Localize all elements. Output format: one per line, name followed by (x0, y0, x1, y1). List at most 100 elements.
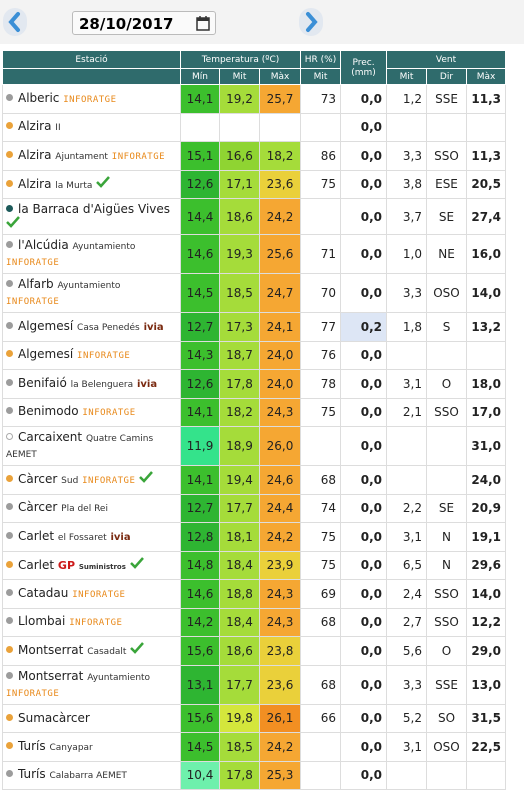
value-cell: 0,0 (340, 397, 387, 427)
value-cell: 0,0 (340, 732, 387, 762)
verified-check (6, 216, 20, 228)
value-cell: 18,0 (466, 369, 506, 399)
value-cell: 13,2 (466, 312, 506, 342)
value-cell: SE (426, 493, 467, 523)
value-cell (426, 340, 467, 370)
station-row: Montserrat Ayuntamiento INFORATGE 13,1 17… (2, 664, 506, 705)
value-cell: 27,4 (466, 198, 506, 235)
toolbar: 28/10/2017 (0, 0, 524, 44)
value-cell: 0,0 (340, 141, 387, 171)
value-cell: 14,5 (180, 273, 220, 313)
value-cell: SSO (426, 607, 467, 637)
value-cell: 75 (300, 550, 341, 580)
status-dot (6, 321, 13, 329)
value-cell: 19,3 (219, 234, 260, 274)
station-cell: Turís Canyapar (2, 732, 181, 762)
value-cell: 1,2 (386, 84, 427, 114)
station-name: Algemesí (18, 318, 74, 333)
station-small: Canyapar (49, 742, 93, 753)
value-cell: 0,0 (340, 664, 387, 705)
station-name: la Barraca d'Aigües Vives (18, 202, 171, 216)
station-inforatge: INFORATGE (77, 351, 131, 362)
value-cell: 14,0 (466, 579, 506, 609)
value-cell: NE (426, 234, 467, 274)
status-dot (6, 531, 13, 539)
status-dot (6, 407, 13, 415)
value-cell: N (426, 550, 467, 580)
station-row: Alzira Ajuntament INFORATGE 15,1 16,6 18,2… (2, 141, 506, 171)
station-name: Turís (18, 767, 46, 782)
station-small: Ajuntament (55, 151, 108, 162)
station-row: Catadau INFORATGE 14,6 18,8 24,3 69 0,0 2,4 SS… (2, 579, 506, 609)
prev-icon (8, 12, 20, 32)
value-cell: 0,0 (340, 465, 387, 495)
value-cell: 15,6 (180, 703, 220, 733)
prev-day-button[interactable] (3, 8, 27, 36)
value-cell: 73 (300, 84, 341, 114)
header-subcell: Màx (466, 68, 506, 85)
station-row: Turís Calabarra AEMET 10,4 17,8 25,3 0,0 (2, 760, 506, 790)
value-cell: 0,0 (340, 369, 387, 399)
header-cell: Prec. (mm) (340, 50, 387, 85)
station-cell: la Barraca d'Aigües Vives (2, 198, 181, 235)
value-cell: 14,3 (180, 340, 220, 370)
value-cell: 17,7 (219, 493, 260, 523)
verified-check (129, 556, 144, 569)
value-cell: 24,4 (259, 493, 301, 523)
value-cell: 3,7 (386, 198, 427, 235)
value-cell: 0,0 (340, 550, 387, 580)
station-row: Alberic INFORATGE 14,1 19,2 25,7 73 0,0 1,2 SS… (2, 84, 506, 114)
value-cell (300, 426, 341, 466)
status-dot (6, 588, 13, 596)
value-cell: 24,0 (466, 465, 506, 495)
value-cell: 14,1 (180, 84, 220, 114)
value-cell (386, 465, 427, 495)
value-cell: 19,8 (219, 703, 260, 733)
calendar-icon[interactable] (196, 16, 210, 31)
value-cell: 86 (300, 141, 341, 171)
value-cell: 3,1 (386, 369, 427, 399)
next-day-button[interactable] (299, 8, 323, 36)
value-cell: 31,0 (466, 426, 506, 466)
station-cell: Alfarb Ayuntamiento INFORATGE (2, 273, 181, 313)
value-cell: 18,4 (219, 607, 260, 637)
value-cell: 2,7 (386, 607, 427, 637)
value-cell: SSO (426, 579, 467, 609)
value-cell: SSO (426, 141, 467, 171)
station-ivia: ivia (110, 531, 131, 543)
value-cell: 14,8 (180, 550, 220, 580)
station-cell: Carlet el Fossaret ivia (2, 522, 181, 552)
value-cell: OSO (426, 732, 467, 762)
value-cell: SE (426, 198, 467, 235)
value-cell: 2,4 (386, 579, 427, 609)
date-input[interactable]: 28/10/2017 (72, 11, 216, 35)
value-cell: 14,1 (180, 465, 220, 495)
station-small: Calabarra AEMET (49, 771, 127, 782)
station-small: Ayuntamiento (87, 672, 151, 683)
value-cell: O (426, 369, 467, 399)
station-small: Pla del Rei (61, 504, 108, 515)
value-cell: 18,7 (219, 340, 260, 370)
value-cell: S (426, 312, 467, 342)
value-cell: 18,8 (219, 579, 260, 609)
station-cell: Catadau INFORATGE (2, 579, 181, 609)
value-cell: 69 (300, 579, 341, 609)
station-cell: Benimodo INFORATGE (2, 397, 181, 427)
value-cell: 0,0 (340, 760, 387, 790)
value-cell (426, 465, 467, 495)
value-cell: 12,7 (180, 312, 220, 342)
value-cell: 24,3 (259, 397, 301, 427)
station-cell: l'Alcúdia Ayuntamiento INFORATGE (2, 234, 181, 274)
value-cell: 18,6 (219, 198, 260, 235)
value-cell: 14,5 (180, 732, 220, 762)
station-name: Alberic (18, 90, 60, 105)
value-cell: 77 (300, 312, 341, 342)
station-name: Alzira (18, 176, 52, 191)
value-cell: 3,1 (386, 522, 427, 552)
value-cell (219, 112, 260, 142)
station-cell: Turís Calabarra AEMET (2, 760, 181, 790)
value-cell: 0,0 (340, 273, 387, 313)
header-cell: Estació (2, 50, 181, 69)
station-cell: Alzira la Murta (2, 169, 181, 199)
station-row: Llombai INFORATGE 14,2 18,4 24,3 68 0,0 2,7 SS… (2, 607, 506, 637)
